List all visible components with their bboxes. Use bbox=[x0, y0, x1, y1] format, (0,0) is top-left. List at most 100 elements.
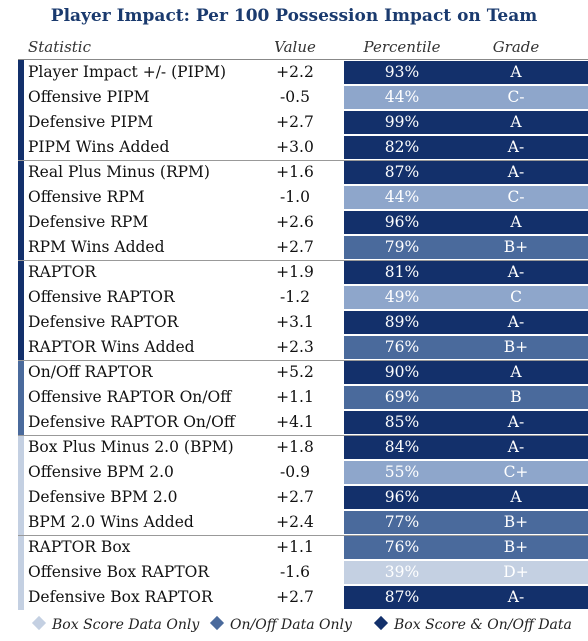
grade-cell: A- bbox=[507, 413, 525, 431]
value-cell: -0.9 bbox=[280, 463, 310, 481]
group-indicator bbox=[18, 460, 24, 485]
statistic-cell: Defensive BPM 2.0 bbox=[28, 488, 178, 506]
grade-cell: C- bbox=[507, 88, 525, 106]
percentile-cell: 79% bbox=[384, 238, 420, 256]
group-indicator bbox=[18, 310, 24, 335]
table-row: RPM Wins Added +2.7 79% B+ bbox=[0, 235, 588, 260]
percentile-band: 93% A bbox=[344, 61, 588, 84]
grade-cell: C- bbox=[507, 188, 525, 206]
table-row: BPM 2.0 Wins Added +2.4 77% B+ bbox=[0, 510, 588, 535]
grade-cell: A- bbox=[507, 263, 525, 281]
percentile-band: 39% D+ bbox=[344, 561, 588, 584]
statistic-cell: Offensive Box RAPTOR bbox=[28, 563, 210, 581]
percentile-band: 69% B bbox=[344, 386, 588, 409]
percentile-band: 96% A bbox=[344, 486, 588, 509]
value-cell: +2.4 bbox=[276, 513, 314, 531]
percentile-cell: 99% bbox=[384, 113, 420, 131]
header-statistic: Statistic bbox=[28, 38, 91, 56]
table-row: Offensive BPM 2.0 -0.9 55% C+ bbox=[0, 460, 588, 485]
percentile-band: 76% B+ bbox=[344, 536, 588, 559]
percentile-cell: 84% bbox=[384, 438, 420, 456]
percentile-band: 90% A bbox=[344, 361, 588, 384]
group-separator bbox=[18, 260, 588, 261]
table-row: Defensive PIPM +2.7 99% A bbox=[0, 110, 588, 135]
grade-cell: A- bbox=[507, 163, 525, 181]
group-indicator bbox=[18, 285, 24, 310]
percentile-cell: 85% bbox=[384, 413, 420, 431]
table-row: Offensive RPM -1.0 44% C- bbox=[0, 185, 588, 210]
value-cell: +2.6 bbox=[276, 213, 314, 231]
group-indicator bbox=[18, 135, 24, 160]
percentile-band: 87% A- bbox=[344, 586, 588, 609]
table-row: Defensive BPM 2.0 +2.7 96% A bbox=[0, 485, 588, 510]
percentile-band: 81% A- bbox=[344, 261, 588, 284]
percentile-band: 99% A bbox=[344, 111, 588, 134]
legend-label: Box Score Data Only bbox=[52, 617, 200, 633]
table-row: Real Plus Minus (RPM) +1.6 87% A- bbox=[0, 160, 588, 185]
percentile-cell: 44% bbox=[384, 88, 420, 106]
grade-cell: B bbox=[510, 388, 522, 406]
statistic-cell: Defensive PIPM bbox=[28, 113, 154, 131]
statistic-cell: RAPTOR bbox=[28, 263, 97, 281]
percentile-cell: 55% bbox=[384, 463, 420, 481]
percentile-cell: 76% bbox=[384, 538, 420, 556]
percentile-cell: 96% bbox=[384, 488, 420, 506]
grade-cell: B+ bbox=[503, 238, 529, 256]
group-indicator bbox=[18, 110, 24, 135]
group-indicator bbox=[18, 385, 24, 410]
table-row: Defensive RPM +2.6 96% A bbox=[0, 210, 588, 235]
grade-cell: A bbox=[510, 63, 522, 81]
group-separator bbox=[18, 435, 588, 436]
percentile-band: 85% A- bbox=[344, 411, 588, 434]
grade-cell: A bbox=[510, 363, 522, 381]
percentile-cell: 49% bbox=[384, 288, 420, 306]
grade-cell: A- bbox=[507, 588, 525, 606]
table-row: PIPM Wins Added +3.0 82% A- bbox=[0, 135, 588, 160]
statistic-cell: RAPTOR Wins Added bbox=[28, 338, 195, 356]
grade-cell: A- bbox=[507, 438, 525, 456]
value-cell: -1.2 bbox=[280, 288, 310, 306]
statistic-cell: Offensive BPM 2.0 bbox=[28, 463, 174, 481]
value-cell: +1.1 bbox=[276, 388, 314, 406]
statistic-cell: RPM Wins Added bbox=[28, 238, 165, 256]
statistic-cell: Offensive RAPTOR bbox=[28, 288, 175, 306]
group-indicator bbox=[18, 160, 24, 185]
table-row: Player Impact +/- (PIPM) +2.2 93% A bbox=[0, 60, 588, 85]
statistic-cell: Offensive RAPTOR On/Off bbox=[28, 388, 232, 406]
header-grade: Grade bbox=[492, 38, 540, 56]
percentile-band: 49% C bbox=[344, 286, 588, 309]
value-cell: +3.0 bbox=[276, 138, 314, 156]
percentile-cell: 96% bbox=[384, 213, 420, 231]
group-indicator bbox=[18, 410, 24, 435]
percentile-cell: 90% bbox=[384, 363, 420, 381]
table-row: Box Plus Minus 2.0 (BPM) +1.8 84% A- bbox=[0, 435, 588, 460]
group-indicator bbox=[18, 360, 24, 385]
group-indicator bbox=[18, 510, 24, 535]
table-row: Offensive PIPM -0.5 44% C- bbox=[0, 85, 588, 110]
group-indicator bbox=[18, 260, 24, 285]
grade-cell: D+ bbox=[503, 563, 529, 581]
value-cell: +2.7 bbox=[276, 588, 314, 606]
percentile-band: 87% A- bbox=[344, 161, 588, 184]
table-row: RAPTOR Wins Added +2.3 76% B+ bbox=[0, 335, 588, 360]
value-cell: +2.3 bbox=[276, 338, 314, 356]
percentile-cell: 87% bbox=[384, 588, 420, 606]
statistic-cell: Real Plus Minus (RPM) bbox=[28, 163, 210, 181]
percentile-band: 55% C+ bbox=[344, 461, 588, 484]
percentile-cell: 87% bbox=[384, 163, 420, 181]
percentile-cell: 89% bbox=[384, 313, 420, 331]
table-row: On/Off RAPTOR +5.2 90% A bbox=[0, 360, 588, 385]
percentile-cell: 82% bbox=[384, 138, 420, 156]
header-divider bbox=[18, 59, 588, 60]
value-cell: -1.0 bbox=[280, 188, 310, 206]
grade-cell: B+ bbox=[503, 538, 529, 556]
statistic-cell: Defensive RAPTOR bbox=[28, 313, 179, 331]
legend: Box Score Data Only On/Off Data Only Box… bbox=[0, 612, 588, 638]
table-row: Offensive RAPTOR On/Off +1.1 69% B bbox=[0, 385, 588, 410]
diamond-icon bbox=[209, 615, 225, 631]
group-indicator bbox=[18, 585, 24, 610]
diamond-icon bbox=[373, 615, 389, 631]
group-indicator bbox=[18, 560, 24, 585]
statistic-cell: Offensive RPM bbox=[28, 188, 145, 206]
table-row: RAPTOR Box +1.1 76% B+ bbox=[0, 535, 588, 560]
